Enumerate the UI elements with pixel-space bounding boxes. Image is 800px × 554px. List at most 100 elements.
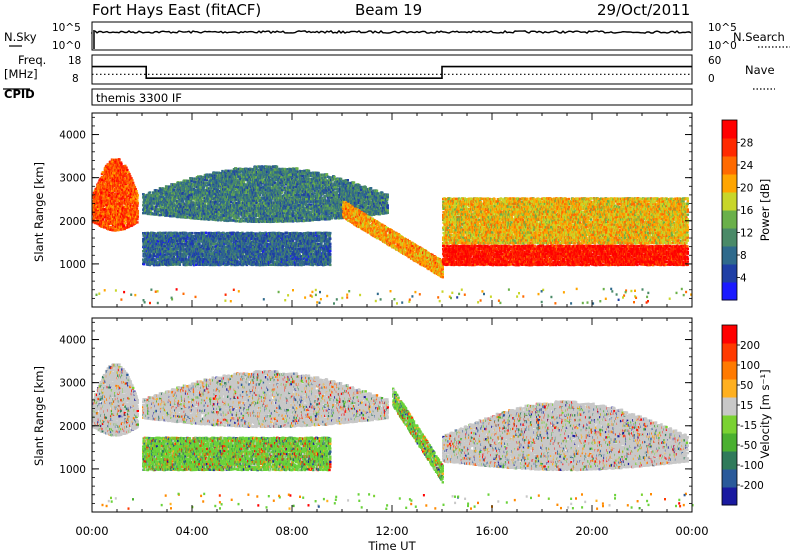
scatter-cell [120,162,123,166]
scatter-cell [167,204,170,207]
scatter-cell [209,202,212,206]
scatter-cell [112,189,115,193]
scatter-cell [117,187,120,191]
scatter-cell [174,197,177,200]
scatter-cell [157,213,161,217]
scatter-cell [132,195,135,198]
frequency-panel: Freq. [MHz] 18 8 60 0 Nave CPID themis 3… [3,53,775,106]
scatter-cell [123,227,127,230]
scatter-cell [112,200,116,203]
scatter-cell [92,196,95,199]
nave-label: Nave [745,63,775,77]
scatter-cell [152,194,155,197]
nave-tick-top: 60 [708,55,721,67]
scatter-cell [119,191,123,195]
scatter-cell [127,171,130,174]
scatter-cell [104,208,107,211]
scatter-cell [113,210,117,213]
scatter-cell [136,221,139,224]
scatter-cell [132,223,135,226]
scatter-cell [107,177,110,181]
scatter-cell [102,204,105,208]
freq-units-label: [MHz] [4,67,38,81]
scatter-cell [124,195,127,198]
scatter-cell [126,208,129,211]
figure-title: Fort Hays East (fitACF) [92,1,261,19]
scatter-cell [112,205,115,209]
scatter-cell [125,185,128,188]
scatter-cell [201,196,204,200]
scatter-cell [132,192,135,195]
scatter-cell [159,203,162,207]
scatter-cell [108,219,112,223]
scatter-cell [100,201,103,205]
scatter-cell [113,184,116,187]
scatter-cell [112,215,115,218]
freq-tick-bottom: 8 [72,73,79,85]
scatter-cell [118,200,122,203]
scatter-cell [107,212,110,215]
scatter-cell [119,225,123,228]
scatter-cell [118,218,122,221]
scatter-cell [133,185,137,189]
scatter-cell [129,222,133,225]
scatter-cell [118,208,122,211]
scatter-cell [150,197,153,200]
scatter-cell [130,177,133,180]
scatter-cell [129,179,133,183]
scatter-cell [149,209,153,212]
scatter-cell [92,204,96,207]
scatter-cell [113,216,117,219]
scatter-cell [101,171,104,174]
scatter-cell [127,205,131,208]
scatter-cell [110,226,113,229]
scatter-cell [106,203,109,206]
scatter-cell [110,182,113,185]
scatter-cell [111,194,114,197]
freq-series [92,65,692,79]
scatter-cell [114,213,117,217]
scatter-cell [99,195,102,198]
scatter-cell [205,184,208,187]
scatter-cell [114,228,118,232]
scatter-cell [169,199,173,202]
scatter-cell [172,202,176,205]
scatter-cell [161,187,164,190]
scatter-cell [124,164,127,168]
scatter-cell [121,205,124,208]
noise-panel: 10^5 10^0 10^5 10^0 N.Sky N.Search [4,21,790,52]
scatter-cell [162,195,165,199]
scatter-cell [132,181,135,185]
nave-tick-bottom: 0 [708,73,715,85]
scatter-cell [124,192,128,195]
scatter-cell [117,228,120,232]
scatter-cell [125,215,128,219]
frequency-panel-frame [91,54,693,85]
scatter-cell [98,197,102,201]
scatter-cell [110,189,114,193]
scatter-cell [99,221,102,224]
scatter-cell [100,172,104,176]
scatter-cell [112,197,116,200]
scatter-cell [174,199,177,203]
scatter-cell [135,207,139,210]
scatter-cell [121,199,124,203]
scatter-cell [158,210,161,213]
scatter-cell [107,225,110,228]
scatter-cell [117,197,121,200]
scatter-cell [162,193,166,196]
scatter-cell [136,217,139,221]
noise-search-label: N.Search [733,30,785,44]
scatter-cell [129,175,132,178]
scatter-cell [102,218,105,221]
scatter-cell [97,207,100,210]
scatter-cell [152,191,155,194]
scatter-cell [113,172,117,175]
scatter-cell [207,218,210,221]
scatter-cell [107,179,110,182]
scatter-cell [127,209,130,212]
scatter-cell [94,203,97,206]
noise-tick-top-right: 10^5 [708,22,737,34]
scatter-cell [124,205,127,208]
